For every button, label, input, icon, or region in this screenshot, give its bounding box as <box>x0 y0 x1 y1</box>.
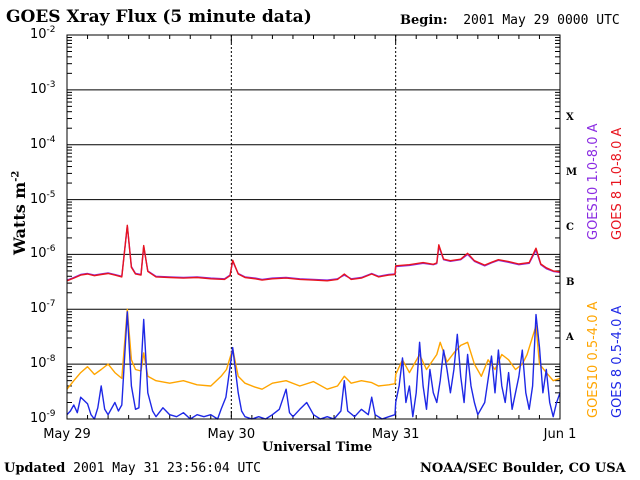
y-tick-exponent: -7 <box>46 299 56 310</box>
y-axis-label-exponent: -2 <box>10 170 22 182</box>
updated-value: 2001 May 31 23:56:04 UTC <box>73 461 261 476</box>
flare-class-label: X <box>566 112 574 124</box>
y-tick-label: 10-9 <box>30 409 56 426</box>
y-tick-base: 10 <box>30 27 47 42</box>
y-tick-exponent: -4 <box>46 134 56 145</box>
y-tick-exponent: -8 <box>46 354 56 365</box>
y-tick-base: 10 <box>30 191 47 207</box>
y-tick-label: 10-6 <box>30 244 56 261</box>
x-tick-label: May 31 <box>371 427 420 442</box>
y-tick-label: 10-8 <box>30 354 56 371</box>
credit-text: NOAA/SEC Boulder, CO USA <box>420 461 626 476</box>
legend-entry: GOES 8 0.5-4.0 A <box>610 305 625 418</box>
chart-title: GOES Xray Flux (5 minute data) <box>6 7 312 27</box>
plot-frame <box>66 34 561 420</box>
y-tick-base: 10 <box>30 246 47 262</box>
y-tick-label: 10-2 <box>30 25 56 42</box>
y-tick-label: 10-5 <box>30 190 56 207</box>
y-tick-base: 10 <box>30 301 47 317</box>
y-tick-exponent: -6 <box>46 244 56 255</box>
y-tick-exponent: -9 <box>46 409 56 419</box>
y-tick-base: 10 <box>30 81 47 97</box>
legend-entry: GOES10 0.5-4.0 A <box>586 301 601 418</box>
begin-label: Begin: <box>400 13 448 28</box>
y-axis-label-text: Watts m <box>10 181 29 255</box>
plot-series <box>66 224 561 420</box>
series-line-1 <box>66 224 561 282</box>
y-tick-base: 10 <box>30 356 47 372</box>
updated-timestamp: Updated 2001 May 31 23:56:04 UTC <box>4 462 261 475</box>
flare-class-label: M <box>566 167 578 179</box>
series-line-3 <box>66 311 561 420</box>
updated-label: Updated <box>4 461 66 476</box>
y-tick-exponent: -2 <box>46 25 56 35</box>
y-axis-label: Watts m-2 <box>10 171 29 255</box>
y-tick-label: 10-7 <box>30 299 56 316</box>
y-tick-label: 10-4 <box>30 135 56 152</box>
begin-value: 2001 May 29 0000 UTC <box>463 13 620 28</box>
begin-timestamp: Begin: 2001 May 29 0000 UTC <box>400 14 620 27</box>
legend-entry: GOES10 1.0-8.0 A <box>586 123 601 240</box>
y-tick-base: 10 <box>30 136 47 152</box>
y-tick-label: 10-3 <box>30 80 56 97</box>
x-tick-label: Jun 1 <box>543 427 577 442</box>
flare-class-label: B <box>566 276 575 288</box>
x-tick-label: May 30 <box>207 427 256 442</box>
legend-entry: GOES 8 1.0-8.0 A <box>610 127 625 240</box>
y-tick-exponent: -5 <box>46 189 56 200</box>
y-tick-base: 10 <box>30 411 47 426</box>
flare-class-label: A <box>566 331 574 343</box>
flare-class-label: C <box>566 222 574 233</box>
y-tick-exponent: -3 <box>46 79 56 90</box>
x-axis-label: Universal Time <box>262 440 373 455</box>
x-tick-label: May 29 <box>43 427 91 442</box>
